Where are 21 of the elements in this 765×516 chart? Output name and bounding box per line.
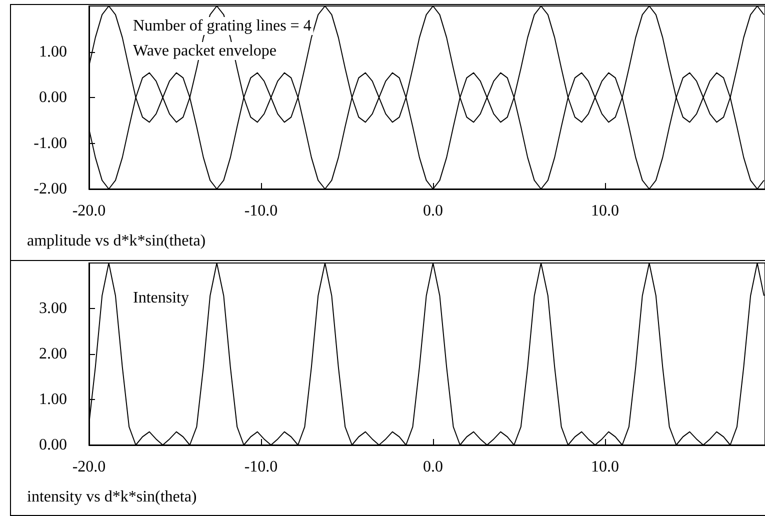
x-tick-label: -20.0	[72, 458, 106, 476]
y-tick-label: 0.00	[39, 89, 67, 106]
x-tick-label: 0.0	[423, 458, 444, 476]
annotation: Number of grating lines = 4	[133, 18, 312, 34]
x-axis-title: intensity vs d*k*sin(theta)	[27, 488, 197, 506]
y-tick-label: 1.00	[39, 391, 67, 408]
x-tick-label: -20.0	[72, 202, 106, 220]
y-tick-label: -2.00	[34, 180, 67, 198]
annotation: Wave packet envelope	[133, 42, 277, 60]
y-tick-label: 3.00	[39, 300, 67, 317]
annotation: Intensity	[133, 290, 189, 306]
y-tick-label: -1.00	[34, 134, 67, 152]
x-axis-title: amplitude vs d*k*sin(theta)	[27, 232, 206, 250]
y-tick-label: 0.00	[39, 436, 67, 454]
x-tick-label: 10.0	[591, 458, 620, 476]
x-tick-label: 0.0	[423, 202, 444, 220]
y-tick-label: 2.00	[39, 346, 67, 362]
x-tick-label: -10.0	[244, 202, 278, 220]
x-tick-label: 10.0	[591, 202, 620, 220]
x-tick-label: -10.0	[244, 458, 278, 476]
y-tick-label: 1.00	[39, 43, 67, 60]
